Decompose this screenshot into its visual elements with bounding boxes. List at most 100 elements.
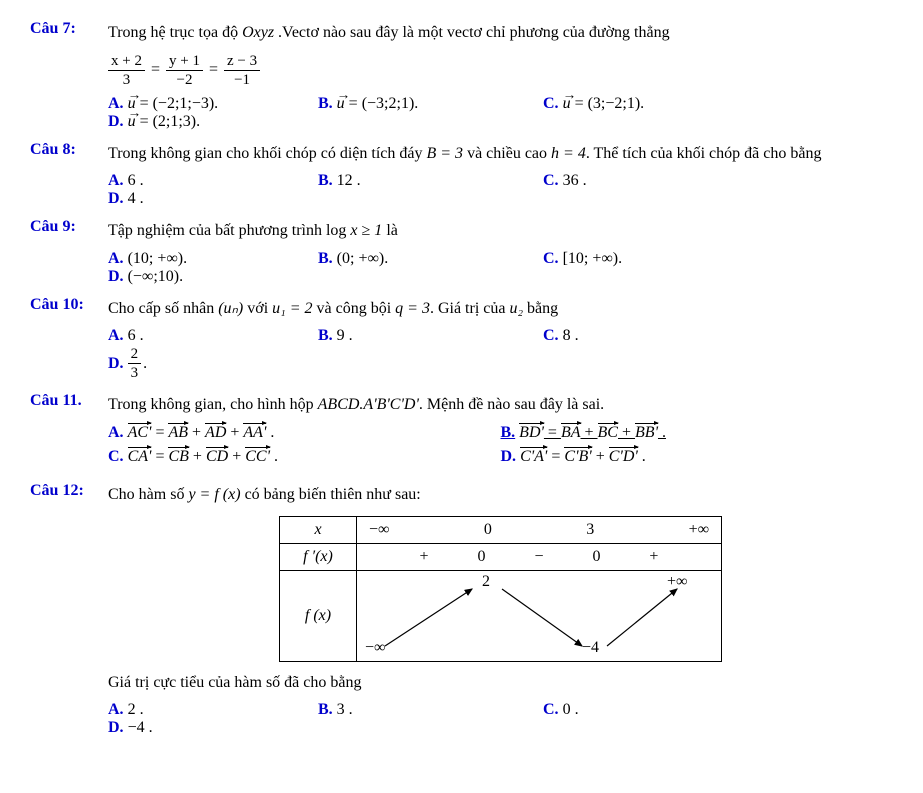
q7-f1d: 3 (108, 71, 145, 89)
q8-h: h = 4 (551, 145, 586, 162)
q11-Ap2: + (226, 424, 243, 441)
q7-eq1: = (151, 57, 160, 83)
q11-Ddot: . (638, 448, 646, 465)
q11-Deq: = (547, 448, 564, 465)
q7-equation: x + 23 = y + 1−2 = z − 3−1 (108, 52, 893, 89)
q11-t1: Trong không gian, cho hình hộp (108, 396, 318, 413)
q11-Ccc: CC' (245, 448, 270, 466)
q10-t1: Cho cấp số nhân (108, 300, 218, 317)
q9-options: A.(10; +∞). B.(0; +∞). C.[10; +∞). D.(−∞… (108, 250, 893, 286)
q10-q: q = 3 (395, 300, 430, 317)
q12-text3: Giá trị cực tiểu của hàm số đã cho bằng (108, 670, 893, 696)
q12-table-wrap: x −∞ 0 3 +∞ f ′(x) + (108, 516, 893, 662)
q7-t2: .Vectơ nào sau đây là một vectơ chỉ phươ… (274, 24, 670, 41)
q7-optC: C.u = (3;−2;1). (543, 95, 768, 113)
question-8: Câu 8: Trong không gian cho khối chóp có… (30, 141, 893, 209)
tbl-fx: f (x) (280, 570, 357, 661)
q11-Aab: AB (168, 424, 188, 442)
q11-body: Trong không gian, cho hình hộp ABCD.A'B'… (108, 392, 893, 472)
q10-optB: B.9 . (318, 327, 543, 345)
q8-Ct: 36 . (563, 172, 587, 190)
tbl-fpxrow: + 0 − 0 + (357, 543, 722, 570)
q8-At: 6 . (128, 172, 144, 190)
tbl-z2: 0 (592, 548, 600, 566)
q7-oxyz: Oxyz (242, 24, 274, 41)
q7-uB: u (337, 95, 345, 112)
q11-Bbc: BC (598, 424, 618, 442)
q8-Cl: C. (543, 172, 559, 190)
tbl-fxcell: −∞ 2 −4 +∞ (357, 570, 722, 661)
q11-Bp2: + (618, 424, 635, 441)
q10-Al: A. (108, 327, 124, 345)
q10-optD: D. 23. (108, 345, 288, 382)
tbl-0: 0 (484, 521, 492, 539)
q8-t2: và chiều cao (463, 145, 551, 162)
q10-Dfrac: 23 (128, 345, 142, 382)
q8-body: Trong không gian cho khối chóp có diện t… (108, 141, 893, 209)
q10-optA: A.6 . (108, 327, 318, 345)
q8-Dt: 4 . (128, 190, 144, 208)
question-10: Câu 10: Cho cấp số nhân (uₙ) với u₁ = 2 … (30, 296, 893, 383)
q8-label: Câu 8: (30, 141, 108, 159)
q11-Dcd: C'D' (609, 448, 638, 466)
q7-Cv: u = (3;−2;1). (563, 95, 645, 113)
q11-Ccb: CB (168, 448, 188, 466)
q10-label: Câu 10: (30, 296, 108, 314)
q8-B: B = 3 (426, 145, 463, 162)
q11-Bba: BA (561, 424, 581, 442)
q11-Cdot: . (270, 448, 278, 465)
q12-Bt: 3 . (337, 701, 353, 719)
q9-Al: A. (108, 250, 124, 268)
q7-Dv: u = (2;1;3). (128, 113, 201, 131)
q11-Bbb: BB' (635, 424, 658, 442)
q11-Aeq: = (151, 424, 168, 441)
q10-Ddot: . (143, 355, 147, 373)
variation-table: x −∞ 0 3 +∞ f ′(x) + (279, 516, 722, 662)
q11-optB: B. BD' = BA + BC + BB' . (501, 424, 894, 442)
q11-Dcb: C'B' (564, 448, 591, 466)
tbl-3: 3 (586, 521, 594, 539)
q11-Al: A. (108, 424, 124, 442)
tbl-fpx: f ′(x) (280, 543, 357, 570)
fx-diagram: −∞ 2 −4 +∞ (357, 571, 697, 661)
q11-Aexpr: AC' = AB + AD + AA' . (128, 424, 275, 442)
q7-optD: D.u = (2;1;3). (108, 113, 288, 131)
q10-Dd: 3 (128, 364, 142, 382)
q12-Al: A. (108, 701, 124, 719)
tbl-xrow: −∞ 0 3 +∞ (357, 516, 722, 543)
q7-frac1: x + 23 (108, 52, 145, 89)
q12-options: A.2 . B.3 . C.0 . D.−4 . (108, 701, 893, 737)
q11-Bp1: + (581, 424, 598, 441)
q12-Dl: D. (108, 719, 124, 737)
q9-Dt: (−∞;10). (128, 268, 184, 286)
q12-At: 2 . (128, 701, 144, 719)
question-7: Câu 7: Trong hệ trục tọa độ Oxyz .Vectơ … (30, 20, 893, 131)
q9-optC: C.[10; +∞). (543, 250, 768, 268)
tbl-p1: + (419, 548, 428, 566)
q7-uD: u (128, 113, 136, 130)
q11-t2: . Mệnh đề nào sau đây là sai. (419, 396, 604, 413)
q9-t2: là (382, 222, 398, 239)
q10-options: A.6 . B.9 . C.8 . D. 23. (108, 327, 893, 382)
q7-eq2: = (209, 57, 218, 83)
q7-Dt: = (2;1;3). (136, 113, 201, 130)
q10-Dl: D. (108, 355, 124, 373)
q11-Bexpr: BD' = BA + BC + BB' . (519, 424, 666, 442)
q9-text: Tập nghiệm của bất phương trình log x ≥ … (108, 218, 893, 244)
q10-body: Cho cấp số nhân (uₙ) với u₁ = 2 và công … (108, 296, 893, 383)
q11-text: Trong không gian, cho hình hộp ABCD.A'B'… (108, 392, 893, 418)
q12-Cl: C. (543, 701, 559, 719)
q9-Bl: B. (318, 250, 333, 268)
q12-text: Cho hàm số y = f (x) có bảng biến thiên … (108, 482, 893, 508)
q7-Cl: C. (543, 95, 559, 113)
q8-t3: . Thể tích của khối chóp đã cho bằng (586, 145, 822, 162)
q11-Bbd: BD' (519, 424, 544, 442)
q12-t1: Cho hàm số (108, 486, 188, 503)
fx-minf: −∞ (365, 639, 385, 657)
table-row-x: x −∞ 0 3 +∞ (280, 516, 722, 543)
q12-label: Câu 12: (30, 482, 108, 500)
q10-Ct: 8 . (563, 327, 579, 345)
q10-u1: u₁ = 2 (272, 300, 312, 317)
q8-Al: A. (108, 172, 124, 190)
q7-frac2: y + 1−2 (166, 52, 203, 89)
